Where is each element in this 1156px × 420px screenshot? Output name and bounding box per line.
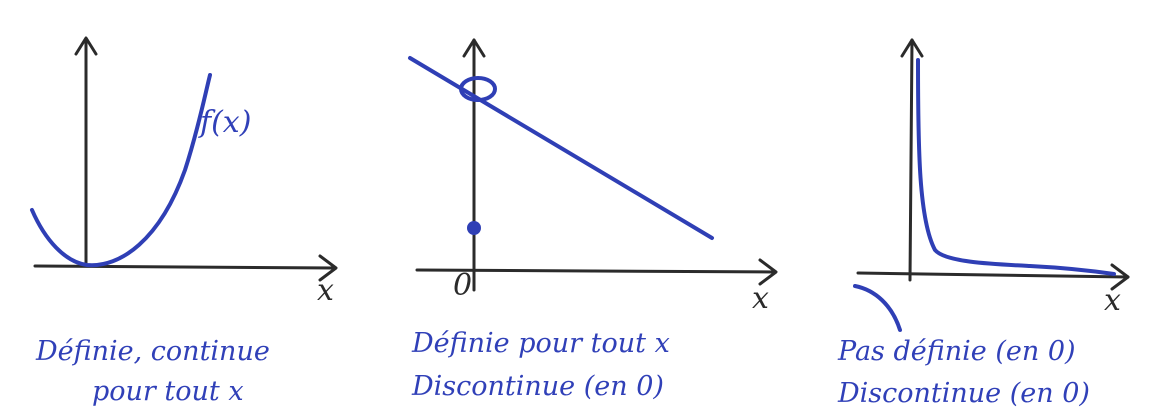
graph3-caption-line2: Discontinue (en 0) xyxy=(837,378,1090,409)
graph3-x-axis xyxy=(856,271,1130,279)
graph2-x-axis xyxy=(415,268,777,274)
graph3-x-axis-arrow xyxy=(1110,263,1130,291)
graph2-origin-label: 0 xyxy=(453,268,472,303)
graph3-y-axis xyxy=(908,38,914,282)
graph3-left-branch xyxy=(853,284,902,332)
graph1-x-axis xyxy=(33,264,337,270)
graph1-x-axis-label: x xyxy=(317,273,334,308)
graph1-function-label: f(x) xyxy=(198,105,251,140)
graph-undefined: x Pas définie (en 0) Discontinue (en 0) xyxy=(837,38,1130,409)
graph3-caption-line1: Pas définie (en 0) xyxy=(837,336,1076,367)
graph2-function-line xyxy=(408,56,714,240)
graph2-caption-line2: Discontinue (en 0) xyxy=(411,371,664,402)
graph2-filled-point xyxy=(467,221,481,235)
graph3-right-branch xyxy=(916,58,1116,276)
graph3-x-axis-label: x xyxy=(1104,283,1121,318)
graph2-y-axis-arrow xyxy=(462,38,486,58)
graph2-open-circle xyxy=(459,76,497,102)
graph3-y-axis-arrow xyxy=(900,38,924,58)
graph-discontinuous: 0 x Définie pour tout x Discontinue (en … xyxy=(408,38,778,402)
graph2-x-axis-label: x xyxy=(752,281,769,316)
graph2-x-axis-arrow xyxy=(758,258,778,286)
graph1-caption-line1: Définie, continue xyxy=(35,336,270,367)
graph1-y-axis-arrow xyxy=(74,36,98,56)
graph1-caption-line2: pour tout x xyxy=(92,376,244,407)
graph-continuous: f(x) x Définie, continue pour tout x xyxy=(30,36,338,407)
graph1-x-axis-arrow xyxy=(318,254,338,282)
graph2-caption-line1: Définie pour tout x xyxy=(411,328,670,359)
graph1-function-curve xyxy=(30,73,212,268)
